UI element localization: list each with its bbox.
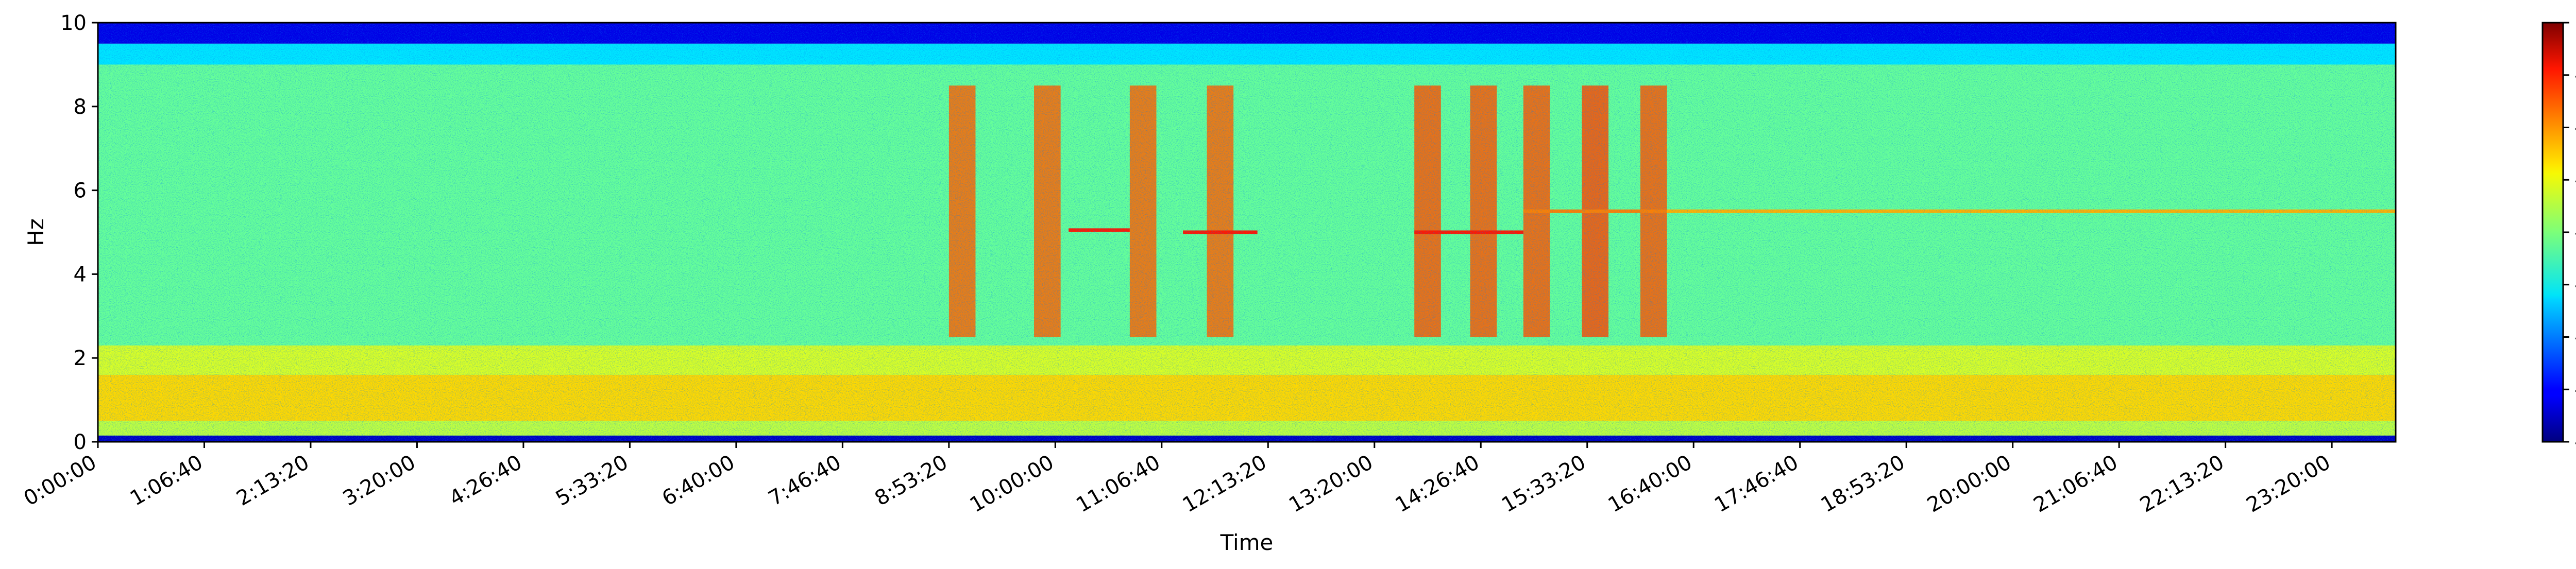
x-tick-label: 18:53:20 xyxy=(1817,451,1909,518)
plot-area xyxy=(97,22,2397,443)
y-tick-label: 2 xyxy=(74,347,87,370)
x-tick-label: 12:13:20 xyxy=(1179,451,1271,518)
y-axis-label: Hz xyxy=(23,218,48,246)
x-tick-label: 16:40:00 xyxy=(1604,451,1697,518)
x-tick-label: 3:20:00 xyxy=(339,451,420,511)
plot-frame xyxy=(97,22,2397,443)
y-tick-label: 4 xyxy=(74,263,87,286)
x-tick-label: 0:00:00 xyxy=(20,451,100,511)
y-tick-label: 10 xyxy=(60,11,87,35)
colorbar: +0 dB -10 dB -20 dB -30 dB -40 dB -50 dB -60 d… xyxy=(2541,11,2576,454)
colorbar-tick-label: -60 dB xyxy=(2574,326,2576,350)
x-tick-label: 2:13:20 xyxy=(232,451,313,511)
x-tick-label: 15:33:20 xyxy=(1498,451,1590,518)
x-tick-label: 8:53:20 xyxy=(871,451,952,511)
x-tick-label: 11:06:40 xyxy=(1072,451,1164,518)
y-axis: 0 2 4 6 8 10 xyxy=(60,11,98,454)
x-tick-label: 6:40:00 xyxy=(658,451,739,511)
x-tick-label: 4:26:40 xyxy=(445,451,526,511)
colorbar-tick-label: -40 dB xyxy=(2574,221,2576,245)
colorbar-tick-label: -80 dB xyxy=(2574,430,2576,454)
x-tick-label: 23:20:00 xyxy=(2243,451,2335,518)
x-tick-label: 22:13:20 xyxy=(2136,451,2228,518)
x-tick-label: 13:20:00 xyxy=(1285,451,1377,518)
colorbar-tick-label: +0 dB xyxy=(2574,11,2576,35)
y-tick-label: 8 xyxy=(74,95,87,119)
colorbar-tick-label: -30 dB xyxy=(2574,168,2576,192)
x-tick-label: 21:06:40 xyxy=(2030,451,2122,518)
colorbar-gradient xyxy=(2541,22,2564,443)
y-tick-label: 0 xyxy=(74,430,87,454)
colorbar-tick-label: -50 dB xyxy=(2574,273,2576,297)
y-tick-label: 6 xyxy=(74,179,87,203)
colorbar-ticks: +0 dB -10 dB -20 dB -30 dB -40 dB -50 dB -60 d… xyxy=(2563,11,2576,454)
x-tick-label: 17:46:40 xyxy=(1710,451,1803,518)
colorbar-tick-label: -70 dB xyxy=(2574,378,2576,402)
x-axis: 0:00:00 1:06:40 2:13:20 3:20:00 4:26:40 5:33:… xyxy=(20,442,2334,517)
x-tick-label: 20:00:00 xyxy=(1923,451,2015,518)
x-tick-label: 7:46:40 xyxy=(765,451,845,511)
colorbar-tick-label: -20 dB xyxy=(2574,116,2576,140)
x-tick-label: 1:06:40 xyxy=(126,451,207,511)
colorbar-tick-label: -10 dB xyxy=(2574,64,2576,88)
x-axis-label: Time xyxy=(1220,530,1274,555)
x-tick-label: 10:00:00 xyxy=(966,451,1058,518)
x-tick-label: 5:33:20 xyxy=(552,451,633,511)
x-tick-label: 14:26:40 xyxy=(1392,451,1484,518)
spectrogram-noise-texture xyxy=(98,23,2396,442)
